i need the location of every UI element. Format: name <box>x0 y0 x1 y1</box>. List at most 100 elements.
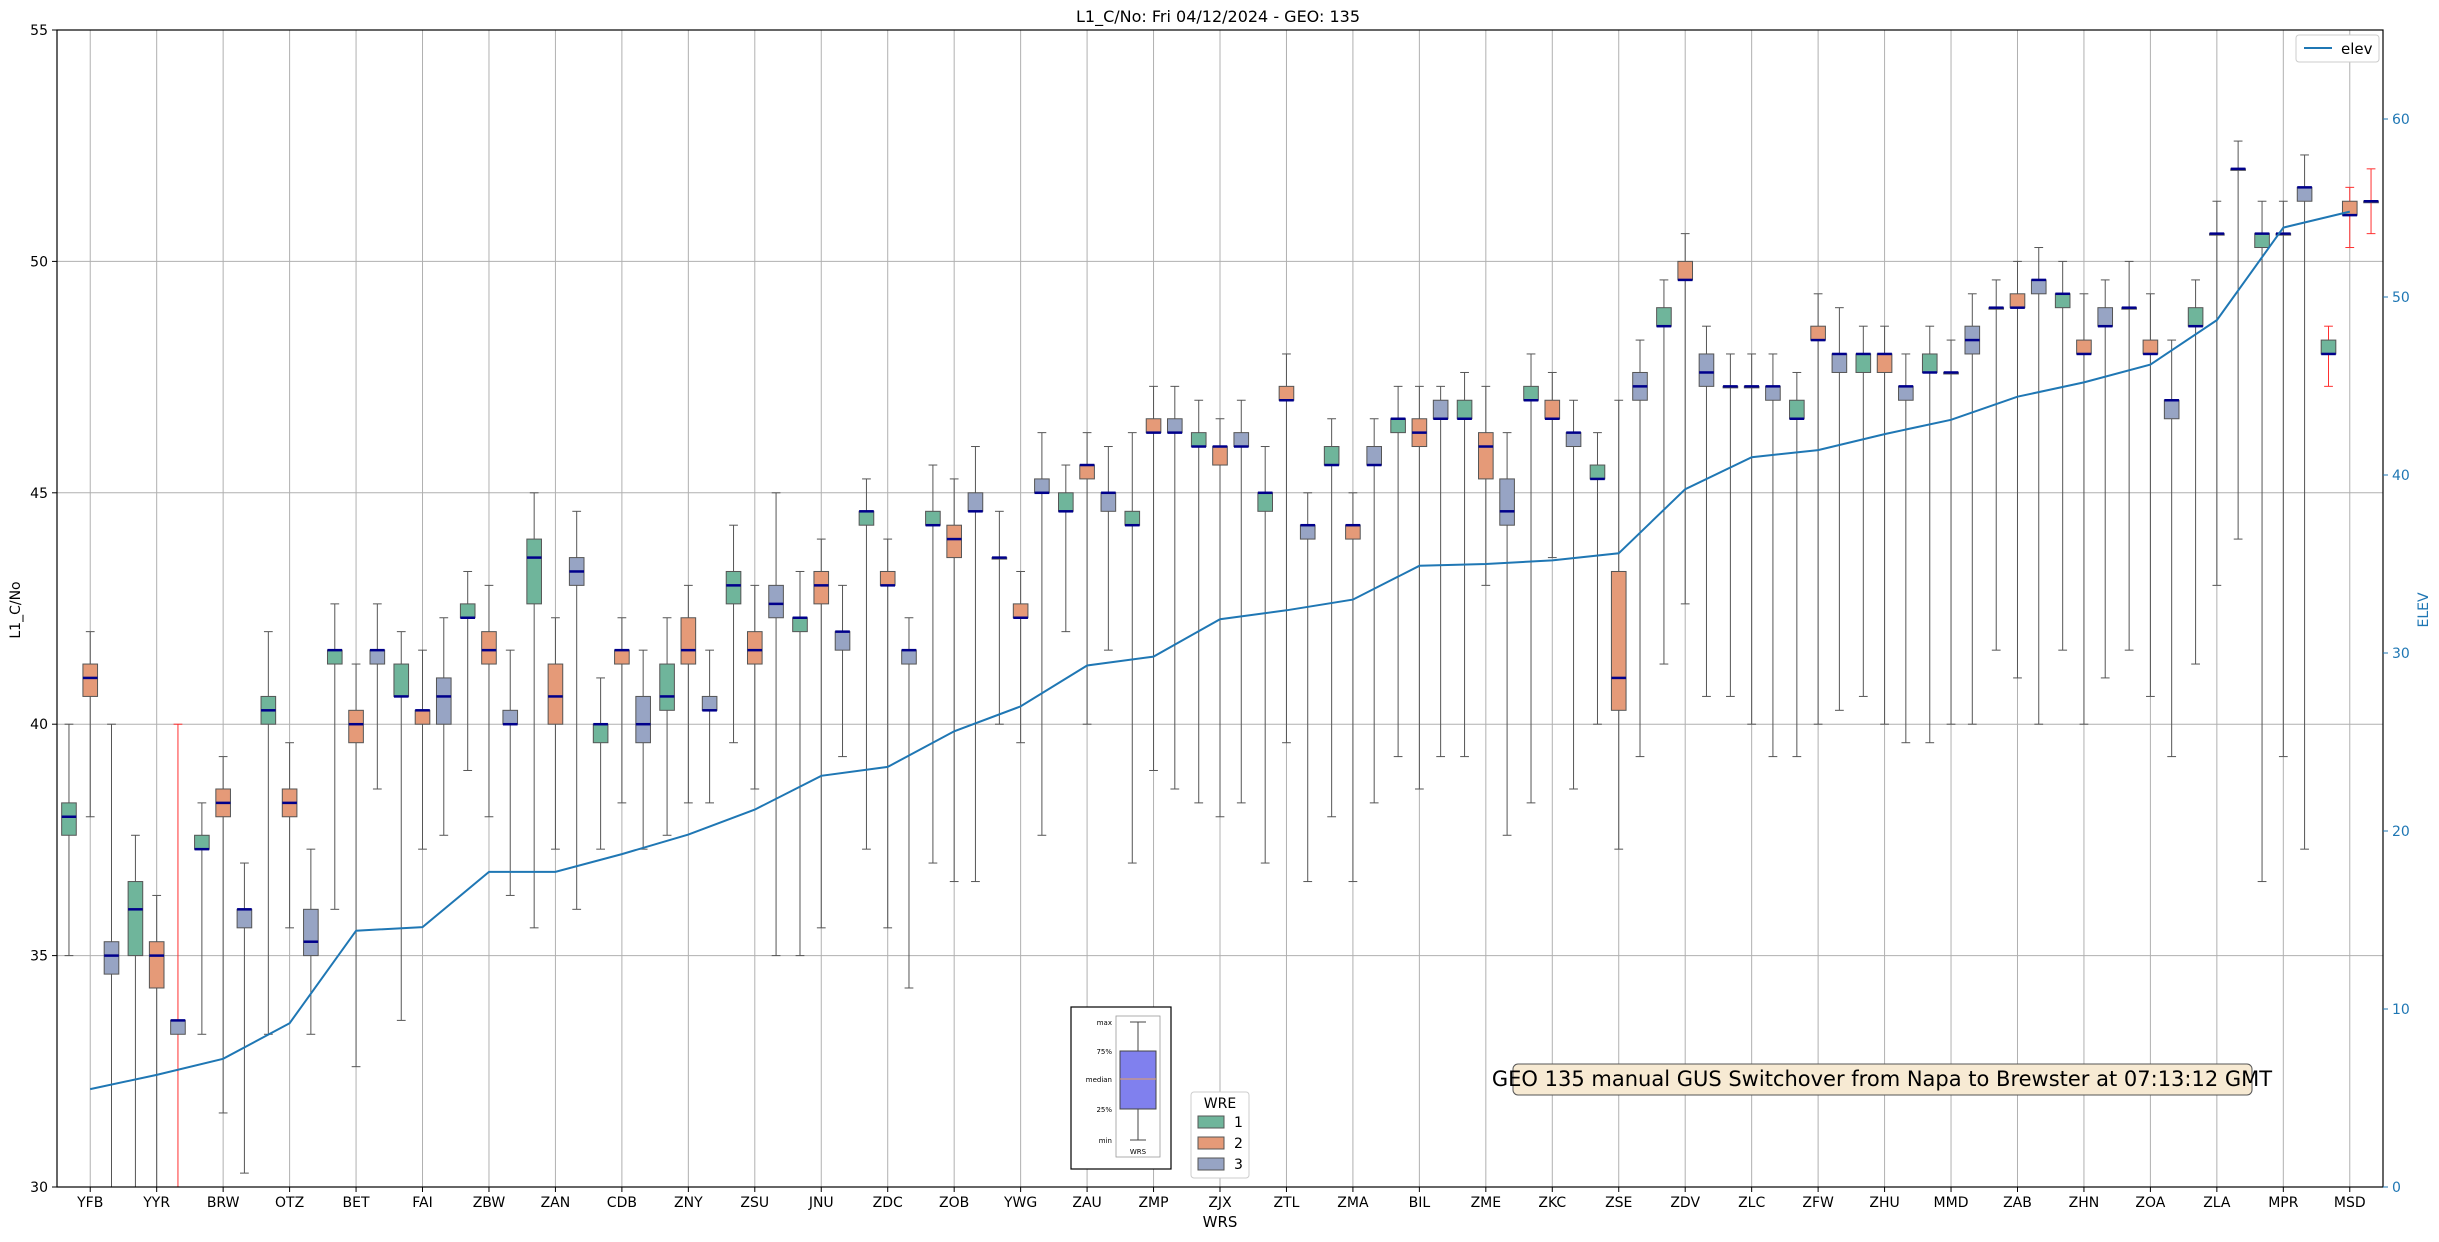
x-tick-label: OTZ <box>275 1195 304 1211</box>
box-otz-wre1 <box>260 631 277 1035</box>
box-iqr <box>2009 293 2026 309</box>
x-tick-label: ZMP <box>1138 1195 1168 1211</box>
box-bil-wre2 <box>1411 385 1428 790</box>
wre-legend-label-1: 1 <box>1234 1115 1243 1131</box>
box-zdc-wre1 <box>858 478 875 850</box>
box-zfw-wre1 <box>1789 371 1805 758</box>
box-otz-wre2 <box>281 742 298 929</box>
x-tick-label: ZJX <box>1208 1195 1232 1211</box>
box-zlc-wre3 <box>1765 353 1781 758</box>
box-zma-wre1 <box>1323 418 1340 818</box>
box-brw-wre2 <box>215 756 231 1114</box>
box-zlc-wre2 <box>1743 353 1760 725</box>
box-zob-wre3 <box>967 446 984 883</box>
boxes-layer <box>61 140 2379 1188</box>
box-iqr <box>369 649 386 665</box>
box-iqr <box>1257 492 1274 512</box>
y-tick-label: 35 <box>30 949 48 965</box>
y-axis-label: L1_C/No <box>8 581 24 638</box>
box-zkc-wre3 <box>1565 399 1582 790</box>
box-ztl-wre1 <box>1257 446 1274 864</box>
axes-layer: 30 35 40 45 50 55 0 10 20 30 40 50 60 YFB YYR BRW OTZ BET… <box>30 23 2410 1211</box>
box-zla-wre2 <box>2209 200 2225 586</box>
box-iqr <box>1212 446 1228 466</box>
box-ywg-wre2 <box>1012 570 1029 744</box>
x-tick-label: ZSU <box>740 1195 769 1211</box>
box-zmp-wre3 <box>1166 385 1183 790</box>
key-inset-xlabel: WRS <box>1130 1148 1147 1156</box>
box-zlc-wre1 <box>1722 353 1739 697</box>
box-zhu-wre1 <box>1855 325 1872 697</box>
x-tick-label: ZOA <box>2135 1195 2165 1211</box>
box-iqr <box>1034 478 1050 494</box>
box-msd-wre1 <box>2320 325 2337 387</box>
box-iqr <box>1166 418 1183 434</box>
box-iqr <box>194 834 210 850</box>
box-iqr <box>1058 492 1074 512</box>
box-iqr <box>967 492 984 512</box>
box-cdb-wre2 <box>614 617 630 804</box>
x-tick-label: CDB <box>607 1195 637 1211</box>
y2-tick-label: 60 <box>2392 112 2410 128</box>
wre-legend-entries: 1 2 3 <box>1197 1115 1243 1173</box>
box-iqr <box>2142 339 2159 355</box>
annotation-text: GEO 135 manual GUS Switchover from Napa … <box>1492 1067 2272 1091</box>
box-yfb-wre3 <box>103 723 120 1188</box>
box-jnu-wre2 <box>813 538 830 929</box>
box-iqr <box>1898 385 1914 401</box>
box-zan-wre3 <box>568 510 585 910</box>
box-iqr <box>303 908 319 957</box>
elev-line-layer <box>89 210 2351 1091</box>
box-iqr <box>1432 399 1449 420</box>
box-zau-wre1 <box>1058 464 1074 633</box>
box-iqr <box>701 695 718 711</box>
box-iqr <box>768 584 784 619</box>
chart-title: L1_C/No: Fri 04/12/2024 - GEO: 135 <box>1076 7 1360 27</box>
box-iqr <box>2054 293 2071 309</box>
box-iqr <box>435 677 452 725</box>
box-iqr <box>1855 353 1872 373</box>
box-zkc-wre1 <box>1523 353 1539 804</box>
box-iqr <box>1765 385 1781 401</box>
x-tick-label: JNU <box>808 1195 834 1211</box>
y2-tick-label: 0 <box>2392 1180 2401 1196</box>
box-iqr <box>635 695 651 744</box>
box-zhu-wre2 <box>1876 325 1893 725</box>
box-zbw-wre3 <box>502 649 519 896</box>
box-zob-wre2 <box>946 478 962 883</box>
box-iqr <box>348 709 364 744</box>
x-tick-label: FAI <box>412 1195 432 1211</box>
box-zdc-wre3 <box>901 617 917 989</box>
wre-legend-title: WRE <box>1204 1096 1236 1112</box>
box-jnu-wre3 <box>834 584 851 758</box>
x-tick-label: ZSE <box>1605 1195 1632 1211</box>
x-tick-label: BIL <box>1409 1195 1431 1211</box>
box-iqr <box>1190 432 1207 448</box>
box-iqr <box>2187 307 2204 327</box>
key-inset-label-q1: 25% <box>1096 1106 1112 1114</box>
box-mmd-wre2 <box>1943 339 1959 725</box>
wre-legend: WRE 1 2 3 <box>1190 1091 1250 1179</box>
x-tick-label: ZDC <box>873 1195 903 1211</box>
box-iqr <box>459 603 476 619</box>
box-zse-wre3 <box>1632 339 1648 758</box>
box-cdb-wre1 <box>592 677 609 850</box>
box-iqr <box>1345 524 1361 540</box>
box-zan-wre1 <box>526 492 542 929</box>
box-iqr <box>103 941 120 975</box>
y2-tick-label: 40 <box>2392 468 2410 484</box>
box-ztl-wre2 <box>1278 353 1295 744</box>
annotation: GEO 135 manual GUS Switchover from Napa … <box>1492 1063 2272 1096</box>
box-zjx-wre2 <box>1212 418 1228 818</box>
key-inset-label-min: min <box>1099 1137 1112 1145</box>
box-zny-wre1 <box>659 617 675 836</box>
box-iqr <box>1677 260 1694 281</box>
box-iqr <box>1278 385 1295 401</box>
box-iqr <box>1366 446 1382 466</box>
box-iqr <box>1523 385 1539 401</box>
x-axis-label: WRS <box>1203 1213 1238 1231</box>
box-iqr <box>614 649 630 665</box>
x-tick-label: ZAU <box>1072 1195 1101 1211</box>
box-zmp-wre2 <box>1145 385 1162 771</box>
